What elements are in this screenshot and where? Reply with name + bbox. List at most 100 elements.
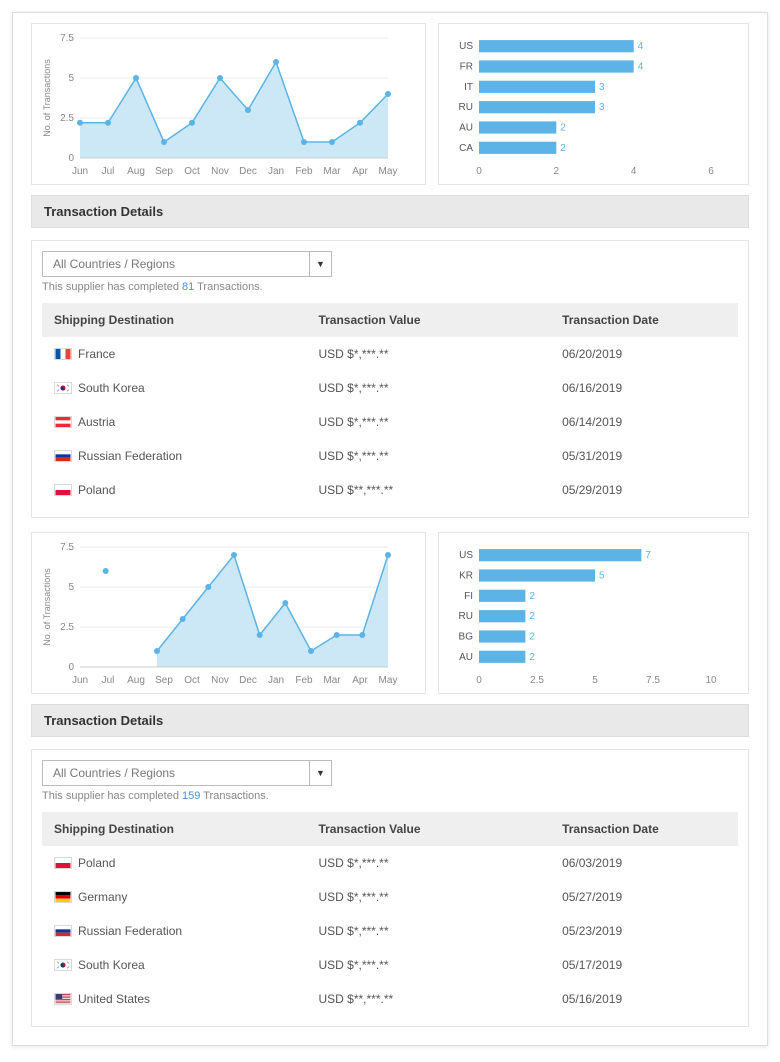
svg-text:Aug: Aug: [127, 675, 145, 686]
country-filter-dropdown[interactable]: All Countries / Regions▼: [42, 251, 332, 277]
svg-text:Mar: Mar: [323, 675, 341, 686]
svg-text:Feb: Feb: [295, 675, 313, 686]
svg-text:BG: BG: [458, 632, 473, 643]
svg-text:Aug: Aug: [127, 166, 145, 177]
flag-icon: [54, 484, 72, 496]
svg-text:No. of Transactions: No. of Transactions: [42, 568, 52, 646]
transaction-value: USD $*,***.**: [306, 880, 550, 914]
transaction-date: 05/16/2019: [550, 982, 738, 1016]
svg-text:RU: RU: [458, 611, 472, 622]
svg-text:Oct: Oct: [184, 675, 200, 686]
transaction-value: USD $*,***.**: [306, 337, 550, 371]
transaction-count-text: This supplier has completed 159 Transact…: [42, 790, 738, 802]
svg-text:0: 0: [68, 662, 74, 673]
svg-text:2: 2: [529, 632, 535, 643]
dropdown-label: All Countries / Regions: [43, 766, 309, 780]
svg-text:0: 0: [476, 675, 482, 686]
transaction-date: 05/29/2019: [550, 473, 738, 507]
transaction-value: USD $*,***.**: [306, 371, 550, 405]
area-chart-box: 02.557.5No. of TransactionsJunJulAugSepO…: [31, 23, 426, 185]
svg-text:Dec: Dec: [239, 675, 257, 686]
table-row: PolandUSD $*,***.**06/03/2019: [42, 846, 738, 880]
svg-text:IT: IT: [464, 82, 473, 93]
country-name: France: [78, 347, 115, 361]
transaction-value: USD $**,***.**: [306, 982, 550, 1016]
transaction-details-header: Transaction Details: [31, 704, 749, 737]
svg-text:2.5: 2.5: [530, 675, 544, 686]
th-destination: Shipping Destination: [42, 812, 306, 846]
svg-text:AU: AU: [459, 652, 473, 663]
transaction-date: 05/27/2019: [550, 880, 738, 914]
svg-text:3: 3: [599, 102, 605, 113]
svg-text:7.5: 7.5: [646, 675, 660, 686]
area-chart-box: 02.557.5No. of TransactionsJunJulAugSepO…: [31, 532, 426, 694]
svg-text:Nov: Nov: [211, 166, 229, 177]
svg-text:Nov: Nov: [211, 675, 229, 686]
svg-text:7.5: 7.5: [60, 33, 74, 44]
svg-text:Sep: Sep: [155, 166, 173, 177]
country-name: South Korea: [78, 381, 145, 395]
country-bar-chart: 02.557.510US7KR5FI2RU2BG2AU2: [445, 539, 725, 689]
svg-text:Jun: Jun: [72, 675, 88, 686]
th-date: Transaction Date: [550, 812, 738, 846]
transaction-date: 06/03/2019: [550, 846, 738, 880]
country-filter-dropdown[interactable]: All Countries / Regions▼: [42, 760, 332, 786]
transaction-count-text: This supplier has completed 81 Transacti…: [42, 281, 738, 293]
country-name: Russian Federation: [78, 924, 182, 938]
svg-text:Jun: Jun: [72, 166, 88, 177]
transaction-date: 05/31/2019: [550, 439, 738, 473]
svg-text:Feb: Feb: [295, 166, 313, 177]
table-row: GermanyUSD $*,***.**05/27/2019: [42, 880, 738, 914]
svg-text:May: May: [379, 675, 398, 686]
svg-text:2: 2: [529, 652, 535, 663]
area-chart: 02.557.5No. of TransactionsJunJulAugSepO…: [38, 30, 398, 180]
chevron-down-icon: ▼: [309, 761, 331, 785]
country-name: Poland: [78, 483, 115, 497]
svg-text:May: May: [379, 166, 398, 177]
svg-text:5: 5: [592, 675, 598, 686]
transaction-details: All Countries / Regions▼ This supplier ha…: [31, 749, 749, 1027]
svg-text:RU: RU: [458, 102, 472, 113]
table-row: South KoreaUSD $*,***.**05/17/2019: [42, 948, 738, 982]
svg-text:CA: CA: [459, 143, 473, 154]
svg-text:7: 7: [645, 550, 651, 561]
transaction-date: 05/17/2019: [550, 948, 738, 982]
flag-icon: [54, 993, 72, 1005]
country-name: Russian Federation: [78, 449, 182, 463]
transaction-value: USD $*,***.**: [306, 846, 550, 880]
transaction-value: USD $**,***.**: [306, 473, 550, 507]
svg-text:Dec: Dec: [239, 166, 257, 177]
th-value: Transaction Value: [306, 812, 550, 846]
svg-text:FR: FR: [460, 62, 473, 73]
bar-chart-box: 0246US4FR4IT3RU3AU2CA2: [438, 23, 749, 185]
svg-text:AU: AU: [459, 123, 473, 134]
flag-icon: [54, 857, 72, 869]
transaction-details-header: Transaction Details: [31, 195, 749, 228]
transaction-value: USD $*,***.**: [306, 405, 550, 439]
country-bar-chart: 0246US4FR4IT3RU3AU2CA2: [445, 30, 725, 180]
flag-icon: [54, 382, 72, 394]
svg-text:No. of Transactions: No. of Transactions: [42, 59, 52, 137]
svg-text:6: 6: [708, 166, 714, 177]
th-destination: Shipping Destination: [42, 303, 306, 337]
svg-text:4: 4: [638, 62, 644, 73]
svg-text:0: 0: [476, 166, 482, 177]
dropdown-label: All Countries / Regions: [43, 257, 309, 271]
svg-text:7.5: 7.5: [60, 542, 74, 553]
svg-text:Oct: Oct: [184, 166, 200, 177]
transactions-table: Shipping DestinationTransaction ValueTra…: [42, 812, 738, 1016]
table-row: South Korea USD $*,***.**06/16/2019: [42, 371, 738, 405]
table-row: Poland USD $**,***.**05/29/2019: [42, 473, 738, 507]
svg-text:Jan: Jan: [268, 166, 284, 177]
table-row: United StatesUSD $**,***.**05/16/2019: [42, 982, 738, 1016]
svg-text:FI: FI: [464, 591, 473, 602]
th-value: Transaction Value: [306, 303, 550, 337]
svg-text:2.5: 2.5: [60, 622, 74, 633]
supplier-dashboard: 02.557.5No. of TransactionsJunJulAugSepO…: [12, 12, 768, 1046]
svg-text:Apr: Apr: [352, 166, 368, 177]
transactions-table: Shipping DestinationTransaction ValueTra…: [42, 303, 738, 507]
svg-text:5: 5: [68, 582, 74, 593]
flag-icon: [54, 891, 72, 903]
transaction-date: 06/16/2019: [550, 371, 738, 405]
transaction-value: USD $*,***.**: [306, 439, 550, 473]
